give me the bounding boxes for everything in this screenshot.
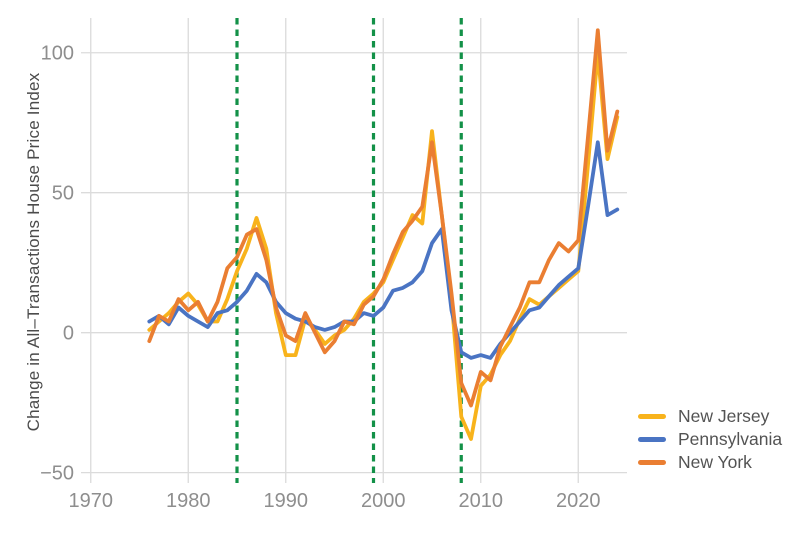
legend-label-new-york: New York — [678, 452, 752, 472]
x-tick-label-1970: 1970 — [69, 490, 114, 512]
y-tick-label--50: −50 — [40, 463, 74, 485]
x-tick-label-2000: 2000 — [361, 490, 406, 512]
series-line-new-york — [147, 28, 620, 408]
legend-label-pennsylvania: Pennsylvania — [678, 429, 783, 449]
legend-swatch-new-york — [638, 460, 666, 465]
x-tick-label-2010: 2010 — [459, 490, 504, 512]
y-axis-title: Change in All–Transactions House Price I… — [24, 72, 43, 431]
legend-item-new-york: New York — [638, 451, 782, 474]
y-tick-label-100: 100 — [41, 43, 74, 65]
legend-swatch-pennsylvania — [638, 437, 666, 442]
legend-label-new-jersey: New Jersey — [678, 406, 770, 426]
legend: New Jersey Pennsylvania New York — [638, 405, 782, 474]
series-line-pennsylvania — [147, 140, 620, 360]
x-tick-label-2020: 2020 — [556, 490, 601, 512]
legend-item-pennsylvania: Pennsylvania — [638, 428, 782, 451]
x-tick-label-1980: 1980 — [166, 490, 211, 512]
legend-item-new-jersey: New Jersey — [638, 405, 782, 428]
x-tick-label-1990: 1990 — [264, 490, 309, 512]
legend-swatch-new-jersey — [638, 414, 666, 419]
y-tick-label-0: 0 — [63, 323, 74, 345]
y-tick-label-50: 50 — [52, 183, 74, 205]
